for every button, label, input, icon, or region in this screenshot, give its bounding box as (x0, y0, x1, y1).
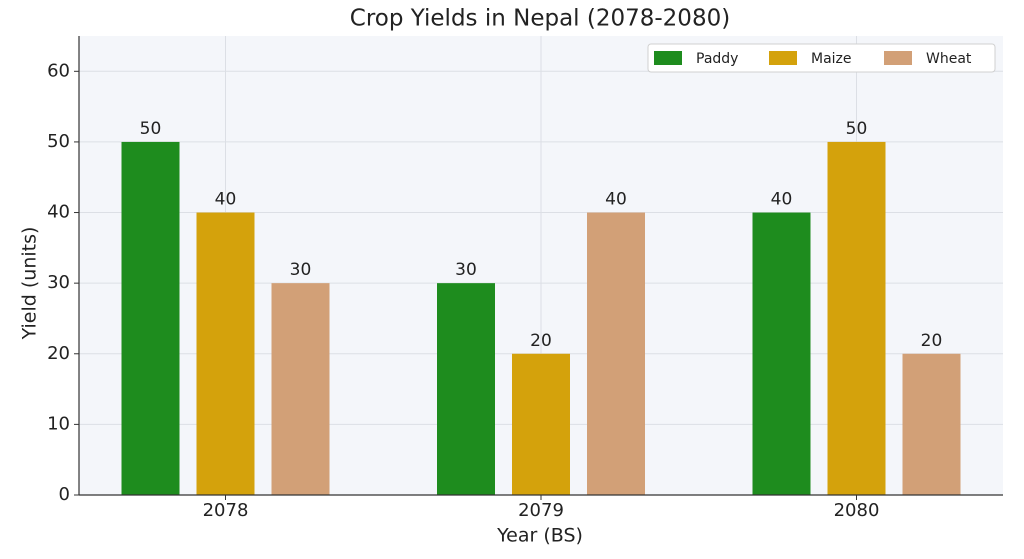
bar (196, 212, 255, 496)
y-axis-label: Yield (units) (19, 227, 41, 341)
y-tick-label: 50 (47, 131, 70, 152)
bar (271, 283, 330, 495)
bar (827, 141, 886, 495)
y-tick-label: 30 (47, 272, 70, 293)
legend-swatch (884, 51, 912, 65)
value-label: 20 (530, 331, 552, 351)
legend-label: Paddy (696, 51, 738, 67)
value-label: 30 (455, 260, 477, 280)
legend-swatch (769, 51, 797, 65)
value-label: 50 (140, 119, 162, 139)
x-tick-label: 2079 (518, 500, 564, 521)
value-label: 50 (846, 119, 868, 139)
legend-label: Maize (811, 51, 852, 67)
bar (587, 212, 645, 496)
x-axis-label: Year (BS) (496, 525, 583, 547)
legend-swatch (654, 51, 682, 65)
bar (902, 353, 961, 495)
value-label: 40 (771, 190, 793, 210)
y-tick-label: 0 (59, 484, 70, 505)
value-label: 40 (215, 190, 237, 210)
value-label: 20 (921, 331, 943, 351)
x-tick-label: 2080 (834, 500, 880, 521)
value-label: 30 (290, 260, 312, 280)
y-tick-label: 40 (47, 202, 70, 223)
y-tick-label: 60 (47, 60, 70, 81)
x-tick-label: 2078 (203, 500, 249, 521)
bar (752, 212, 811, 496)
bar (121, 141, 180, 495)
value-label: 40 (605, 190, 627, 210)
chart-title: Crop Yields in Nepal (2078-2080) (350, 6, 730, 32)
bar (512, 353, 570, 495)
legend-label: Wheat (926, 51, 972, 67)
bar (437, 283, 495, 495)
y-tick-label: 10 (47, 413, 70, 434)
y-tick-label: 20 (47, 343, 70, 364)
